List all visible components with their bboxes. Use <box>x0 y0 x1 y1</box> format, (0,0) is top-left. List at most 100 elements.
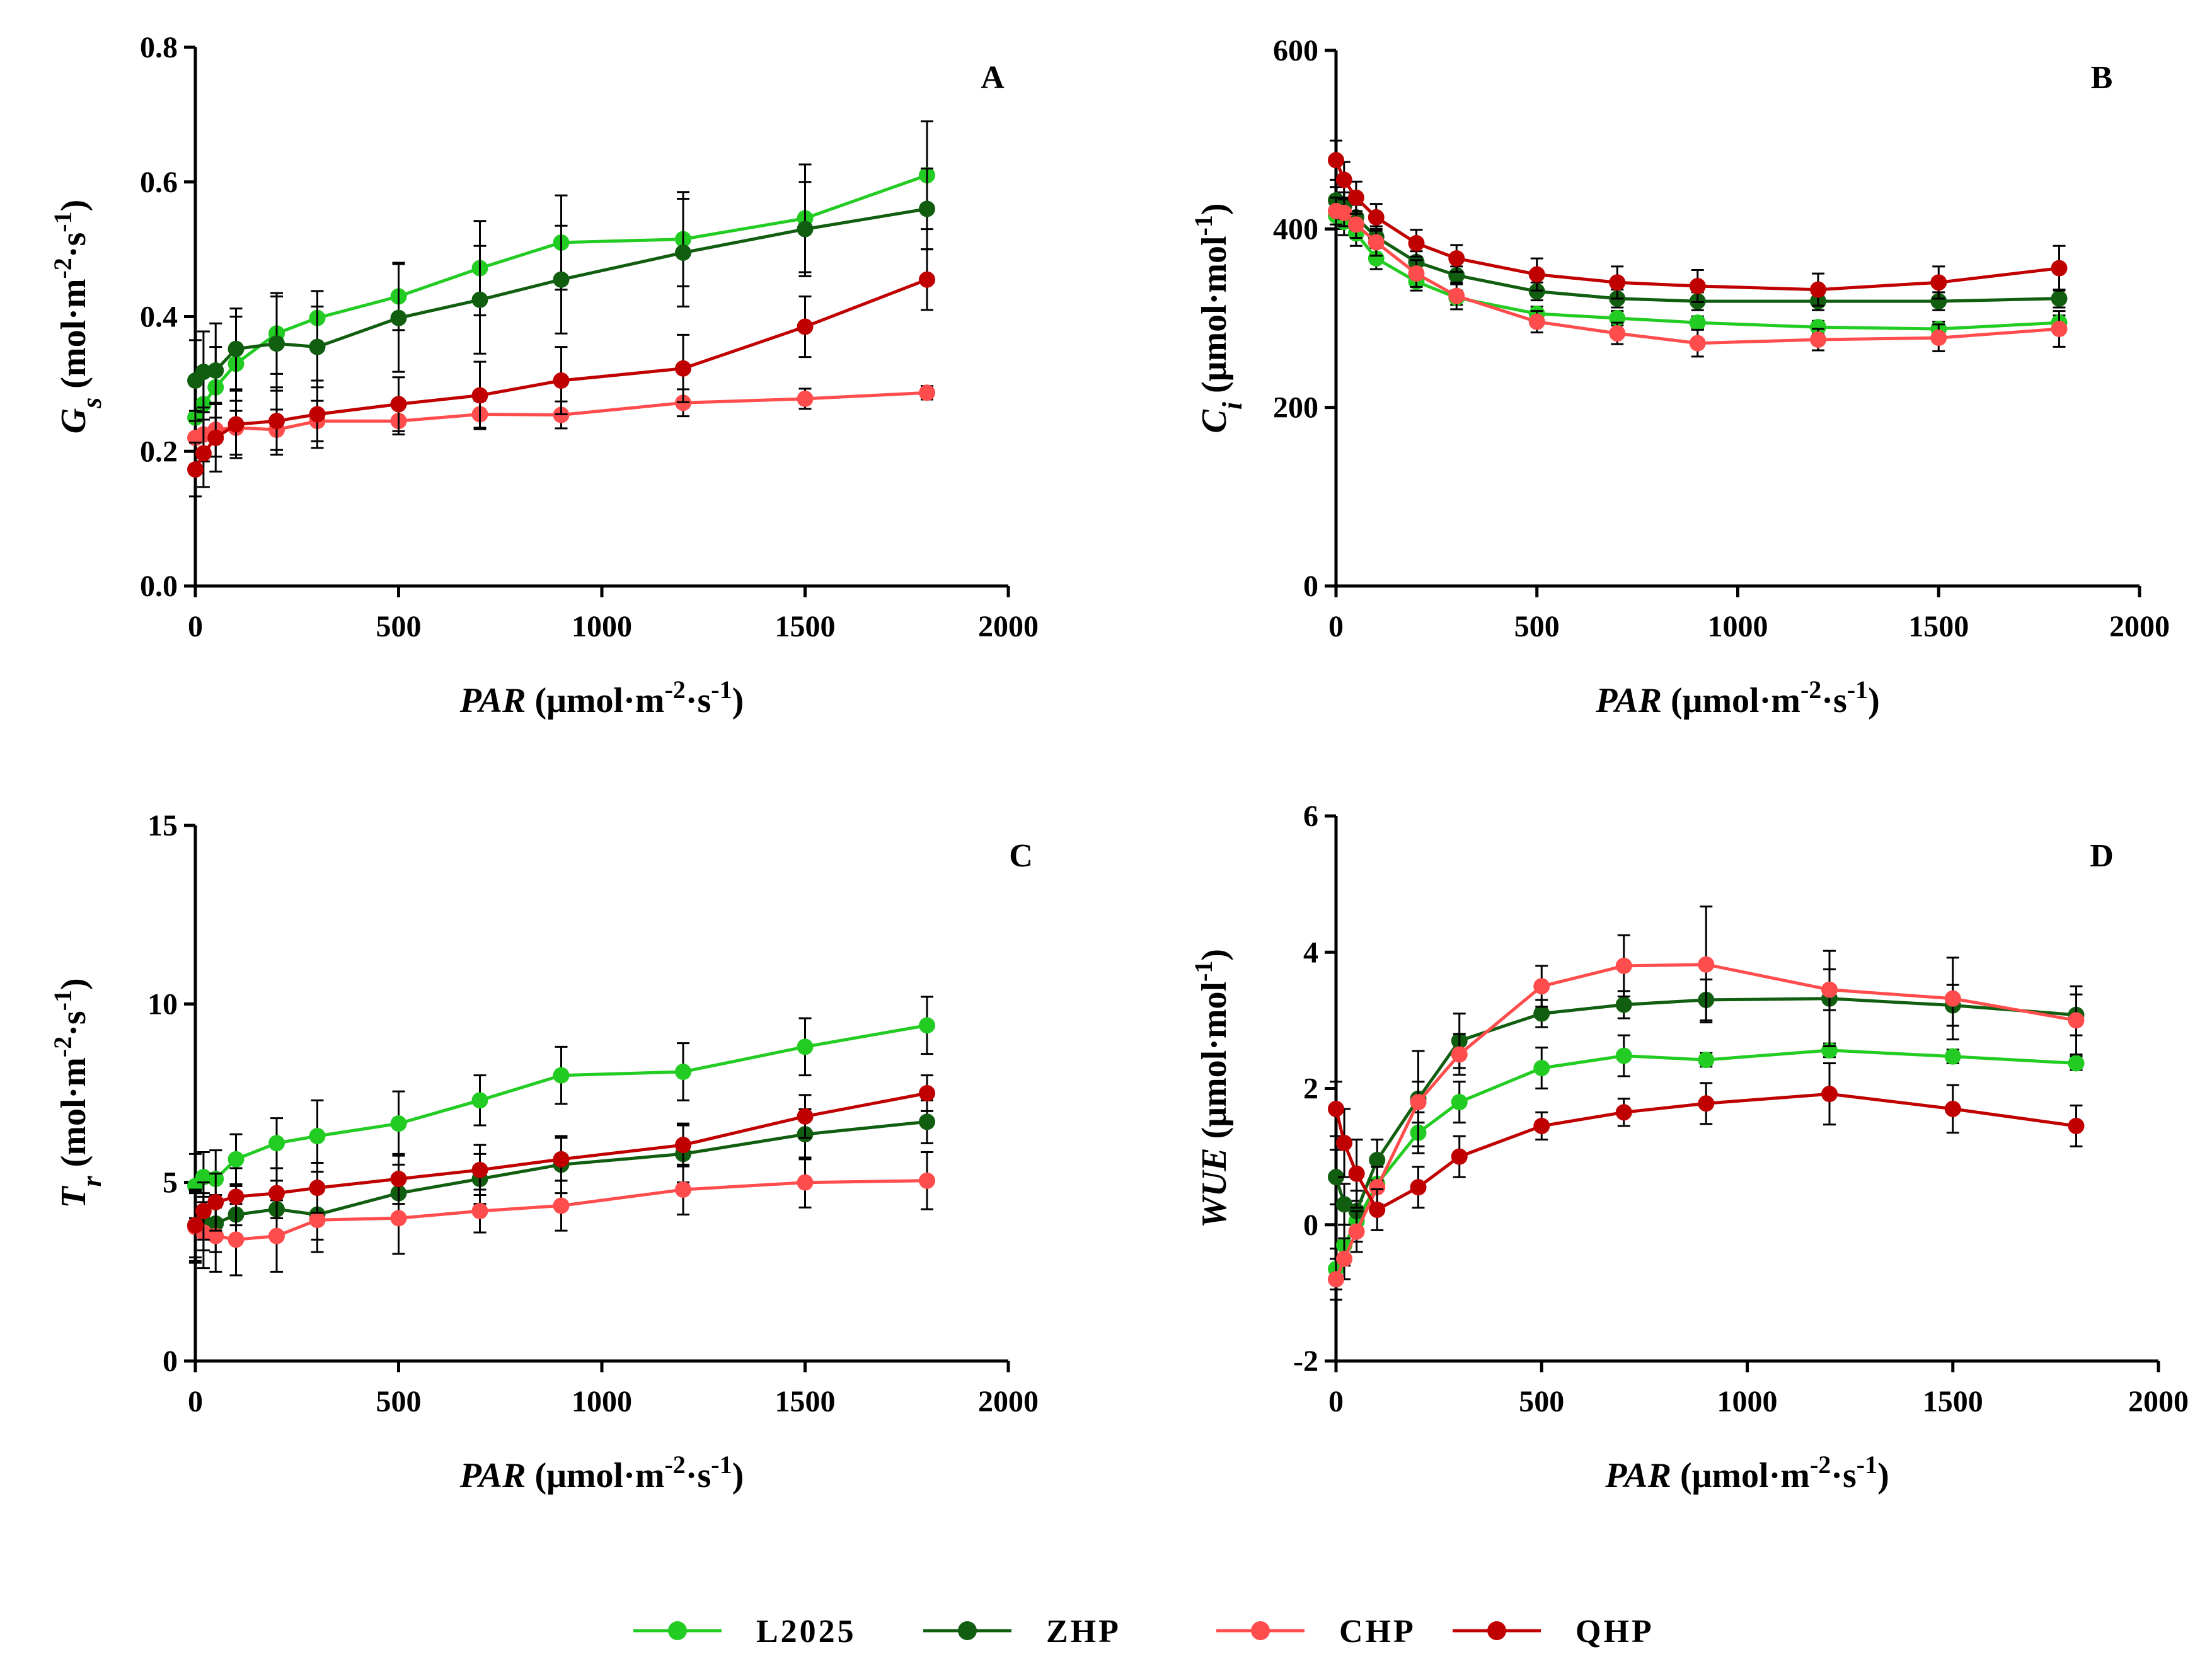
data-point <box>919 271 935 288</box>
y-axis-title: Ci (μmol·mol-1) <box>1189 203 1248 433</box>
series-L2025 <box>187 996 935 1219</box>
data-point <box>268 335 285 352</box>
legend-marker <box>1251 1621 1270 1640</box>
data-point <box>471 387 488 404</box>
data-point <box>207 362 224 379</box>
x-tick-label: 500 <box>1519 1385 1564 1418</box>
data-point <box>1335 171 1352 188</box>
data-point <box>553 372 570 389</box>
x-tick-label: 1000 <box>1717 1385 1778 1418</box>
data-point <box>553 1197 570 1214</box>
y-tick-label: 15 <box>147 809 178 842</box>
data-point <box>1451 1046 1468 1063</box>
data-point <box>797 318 814 335</box>
series-QHP <box>187 248 935 498</box>
data-point <box>1810 319 1826 336</box>
y-tick-label: 0 <box>163 1345 178 1378</box>
data-point <box>1689 335 1706 352</box>
data-point <box>1336 1196 1353 1213</box>
data-point <box>195 445 212 462</box>
y-tick-label: 6 <box>1303 800 1318 833</box>
x-tick-label: 1000 <box>1708 610 1768 643</box>
data-point <box>1451 1094 1468 1111</box>
legend-label: QHP <box>1575 1614 1654 1650</box>
data-point <box>553 1067 570 1084</box>
data-point <box>1347 216 1364 233</box>
data-point <box>390 1210 407 1227</box>
data-point <box>187 1217 204 1234</box>
data-point <box>228 416 245 433</box>
y-axis-title: Gs (mol·m-2·s-1) <box>49 200 107 434</box>
data-point <box>1698 956 1715 973</box>
y-tick-label: 0.6 <box>140 166 178 199</box>
data-point <box>1533 1005 1550 1022</box>
x-axis-title: PAR (μmol·m-2·s-1) <box>1595 675 1879 721</box>
data-point <box>195 364 212 381</box>
legend: L2025 ZHP CHP QHP <box>633 1614 1654 1650</box>
x-axis-title: PAR (μmol·m-2·s-1) <box>459 675 744 721</box>
data-point <box>1533 1060 1550 1077</box>
y-tick-label: 0.8 <box>140 31 178 64</box>
y-tick-label: 200 <box>1273 391 1318 425</box>
legend-marker <box>668 1621 687 1640</box>
legend-label: L2025 <box>756 1614 856 1650</box>
data-point <box>1348 1165 1365 1182</box>
data-point <box>228 340 245 357</box>
data-point <box>309 1128 326 1144</box>
x-tick-label: 500 <box>376 1385 422 1418</box>
data-point <box>1944 990 1961 1007</box>
series-QHP <box>1328 1062 2085 1231</box>
y-tick-label: 0 <box>1303 1209 1318 1242</box>
data-point <box>1615 996 1632 1013</box>
x-tick-label: 500 <box>1514 610 1560 643</box>
data-point <box>675 1137 691 1154</box>
x-axis-title: PAR (μmol·m-2·s-1) <box>459 1450 744 1496</box>
data-point <box>1328 152 1344 169</box>
series-CHP <box>1328 905 2085 1301</box>
data-point <box>1328 1100 1344 1117</box>
data-point <box>2051 321 2068 337</box>
legend-label: ZHP <box>1046 1614 1121 1650</box>
data-point <box>187 461 204 478</box>
data-point <box>675 244 691 261</box>
data-point <box>1944 1100 1961 1117</box>
panel-letter: B <box>2091 60 2113 96</box>
data-point <box>1451 1148 1468 1165</box>
data-point <box>309 1180 326 1197</box>
data-point <box>1410 1179 1427 1196</box>
data-point <box>471 1092 488 1109</box>
data-point <box>797 390 814 407</box>
panel-A: 0.0 0.2 0.4 0.6 0.8 0 500 1000 1500 2000 PAR (μmol… <box>49 31 1039 720</box>
data-point <box>919 1172 935 1189</box>
data-point <box>1821 1086 1838 1103</box>
data-point <box>309 406 326 423</box>
data-point <box>1448 250 1465 267</box>
data-point <box>919 1085 935 1101</box>
x-tick-label: 0 <box>188 610 203 643</box>
data-point <box>309 1212 326 1229</box>
data-point <box>553 271 570 288</box>
legend-marker <box>1487 1621 1506 1640</box>
x-tick-label: 2000 <box>2128 1385 2189 1418</box>
data-point <box>2068 1117 2085 1134</box>
data-point <box>1930 330 1947 347</box>
data-point <box>1328 1169 1344 1186</box>
data-point <box>268 1135 285 1152</box>
data-point <box>1348 1223 1365 1240</box>
data-point <box>471 291 488 308</box>
y-tick-label: 5 <box>163 1166 178 1200</box>
series-CHP <box>1328 197 2068 358</box>
data-point <box>797 1108 814 1125</box>
series-QHP <box>1328 139 2068 307</box>
y-tick-label: 600 <box>1273 34 1318 67</box>
y-axis-title: WUE (μmol·mol-1) <box>1189 949 1235 1228</box>
data-point <box>675 1181 691 1198</box>
data-point <box>2051 260 2068 277</box>
x-tick-label: 1500 <box>1908 610 1969 643</box>
data-point <box>1810 281 1826 298</box>
y-tick-label: 2 <box>1303 1072 1318 1106</box>
data-point <box>1369 1201 1386 1218</box>
data-point <box>1615 957 1632 974</box>
data-point <box>2068 1055 2085 1072</box>
x-axis-title: PAR (μmol·m-2·s-1) <box>1604 1450 1889 1496</box>
